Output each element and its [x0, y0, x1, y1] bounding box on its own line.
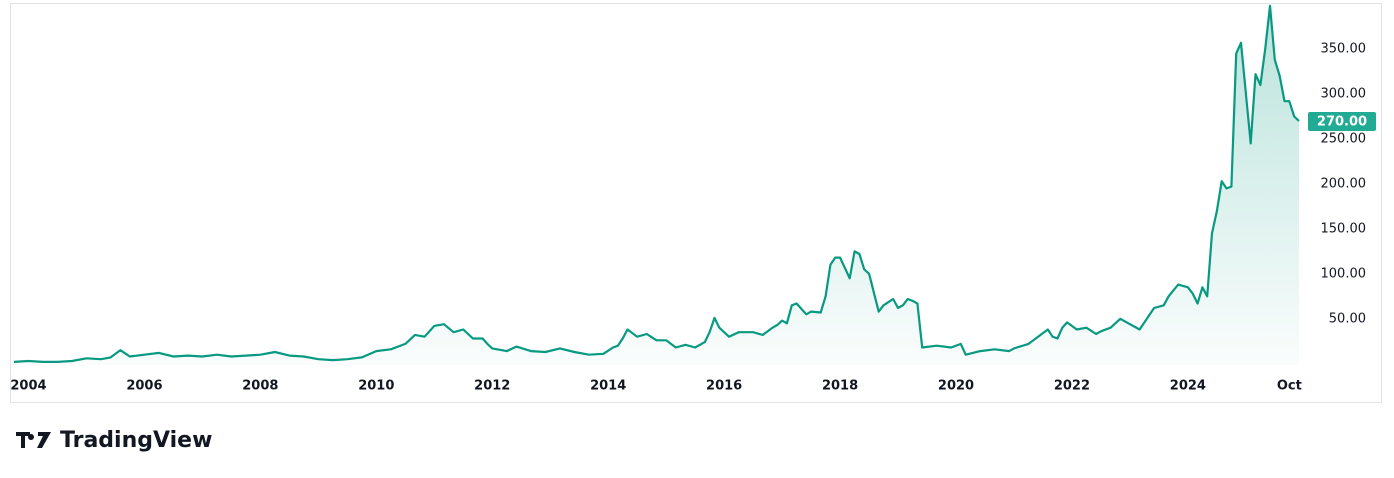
logo-icon [16, 432, 51, 448]
y-tick-label: 50.00 [1329, 311, 1366, 326]
price-badge: 270.00 [1308, 111, 1376, 131]
x-tick-label: 2022 [1054, 379, 1090, 394]
x-tick-label: 2010 [358, 379, 394, 394]
y-tick-label: 200.00 [1321, 176, 1367, 191]
x-tick-label: Oct [1277, 379, 1302, 394]
y-tick-label: 100.00 [1321, 266, 1367, 281]
brand-name: TradingView [60, 428, 212, 453]
x-tick-label: 2008 [242, 379, 278, 394]
x-tick-label: 2012 [474, 379, 510, 394]
x-tick-label: 2006 [126, 379, 162, 394]
price-line [13, 4, 1300, 363]
logo: TradingView [16, 428, 212, 453]
x-tick-label: 2024 [1170, 379, 1206, 394]
price-badge-label: 270.00 [1317, 114, 1367, 129]
chart-frame [10, 3, 1382, 403]
x-tick-label: 2020 [938, 379, 974, 394]
x-tick-label: 2004 [10, 379, 46, 394]
y-tick-label: 150.00 [1321, 221, 1367, 236]
x-tick-label: 2014 [590, 379, 626, 394]
area-fill [14, 5, 1299, 366]
y-tick-label: 300.00 [1321, 87, 1367, 102]
y-tick-label: 350.00 [1321, 42, 1367, 57]
price-badge-bg [1308, 111, 1376, 131]
y-tick-label: 250.00 [1321, 131, 1367, 146]
x-tick-label: 2016 [706, 379, 742, 394]
x-tick-label: 2018 [822, 379, 858, 394]
